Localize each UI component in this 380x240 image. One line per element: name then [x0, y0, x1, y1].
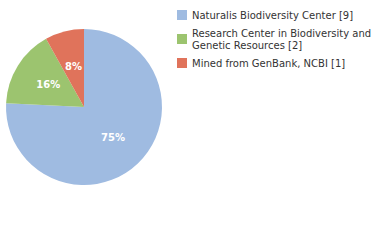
svg-text:16%: 16%	[36, 79, 60, 90]
svg-text:Genetic Resources [2]: Genetic Resources [2]	[192, 40, 302, 51]
svg-text:Research Center in Biodiversit: Research Center in Biodiversity and	[192, 28, 374, 39]
svg-text:75%: 75%	[101, 132, 125, 143]
svg-text:Naturalis Biodiversity Center: Naturalis Biodiversity Center [9]	[192, 10, 353, 21]
svg-text:8%: 8%	[65, 61, 82, 72]
svg-text:Mined from GenBank, NCBI [1]: Mined from GenBank, NCBI [1]	[192, 58, 345, 69]
